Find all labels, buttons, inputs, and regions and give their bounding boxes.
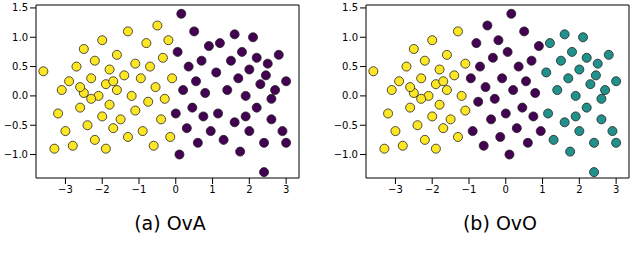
svg-text:0.5: 0.5 xyxy=(342,61,358,72)
svg-text:1.0: 1.0 xyxy=(342,32,358,43)
svg-text:0: 0 xyxy=(503,184,509,195)
svg-text:−2: −2 xyxy=(425,184,440,195)
svg-text:1: 1 xyxy=(539,184,545,195)
svg-text:−3: −3 xyxy=(58,184,73,195)
svg-text:2: 2 xyxy=(246,184,252,195)
svg-text:−3: −3 xyxy=(388,184,403,195)
html-text:(a) OvA: (a) OvA xyxy=(134,212,206,234)
svg-text:−2: −2 xyxy=(95,184,110,195)
svg-text:1: 1 xyxy=(209,184,215,195)
svg-text:3: 3 xyxy=(613,184,619,195)
svg-text:1.5: 1.5 xyxy=(12,2,28,13)
svg-text:2: 2 xyxy=(576,184,582,195)
svg-text:1.0: 1.0 xyxy=(12,32,28,43)
html-text:(b) OvO: (b) OvO xyxy=(463,212,537,234)
svg-text:0.5: 0.5 xyxy=(12,61,28,72)
svg-text:−1.0: −1.0 xyxy=(8,149,28,160)
svg-text:3: 3 xyxy=(283,184,289,195)
svg-text:−1: −1 xyxy=(462,184,477,195)
svg-text:0: 0 xyxy=(173,184,179,195)
svg-text:−1.0: −1.0 xyxy=(334,149,358,160)
svg-text:0.0: 0.0 xyxy=(342,90,358,101)
svg-text:−0.5: −0.5 xyxy=(334,120,358,131)
svg-text:1.5: 1.5 xyxy=(342,2,358,13)
svg-text:0.0: 0.0 xyxy=(12,90,28,101)
svg-text:−0.5: −0.5 xyxy=(8,120,28,131)
svg-text:−1: −1 xyxy=(132,184,147,195)
